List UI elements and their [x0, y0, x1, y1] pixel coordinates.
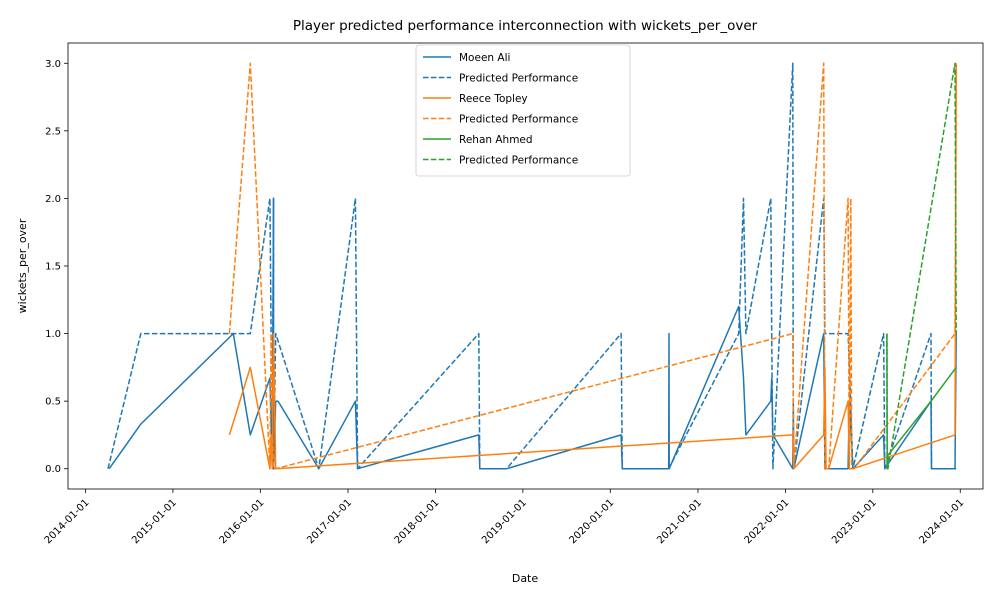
- legend-label-5: Predicted Performance: [459, 155, 578, 167]
- y-axis-label: wickets_per_over: [16, 218, 29, 313]
- y-tick-label: 0.0: [45, 464, 61, 475]
- axes-frame: [67, 42, 984, 490]
- legend-label-2: Reece Topley: [459, 93, 528, 105]
- legend: Moeen Ali Predicted Performance Reece Topl…: [415, 44, 631, 177]
- series-layer: [107, 62, 957, 470]
- x-axis-label: Date: [512, 572, 539, 585]
- y-tick-label: 1.0: [45, 329, 61, 340]
- y-tick-label: 2.0: [45, 194, 61, 205]
- legend-label-3: Predicted Performance: [459, 114, 578, 126]
- legend-box: [415, 44, 631, 177]
- legend-label-4: Rehan Ahmed: [459, 134, 533, 146]
- y-tick-label: 1.5: [45, 262, 61, 273]
- series-line-3: [228, 62, 957, 470]
- chart-title: Player predicted performance interconnec…: [293, 18, 758, 34]
- y-tick-label: 3.0: [45, 59, 61, 70]
- legend-label-0: Moeen Ali: [459, 52, 510, 64]
- series-line-5: [886, 62, 957, 470]
- y-tick-label: 2.5: [45, 126, 61, 137]
- y-tick-label: 0.5: [45, 397, 61, 408]
- y-axis-ticks: 0.0 0.5 1.0 1.5 2.0 2.5 3.0: [45, 59, 68, 475]
- legend-label-1: Predicted Performance: [459, 73, 578, 85]
